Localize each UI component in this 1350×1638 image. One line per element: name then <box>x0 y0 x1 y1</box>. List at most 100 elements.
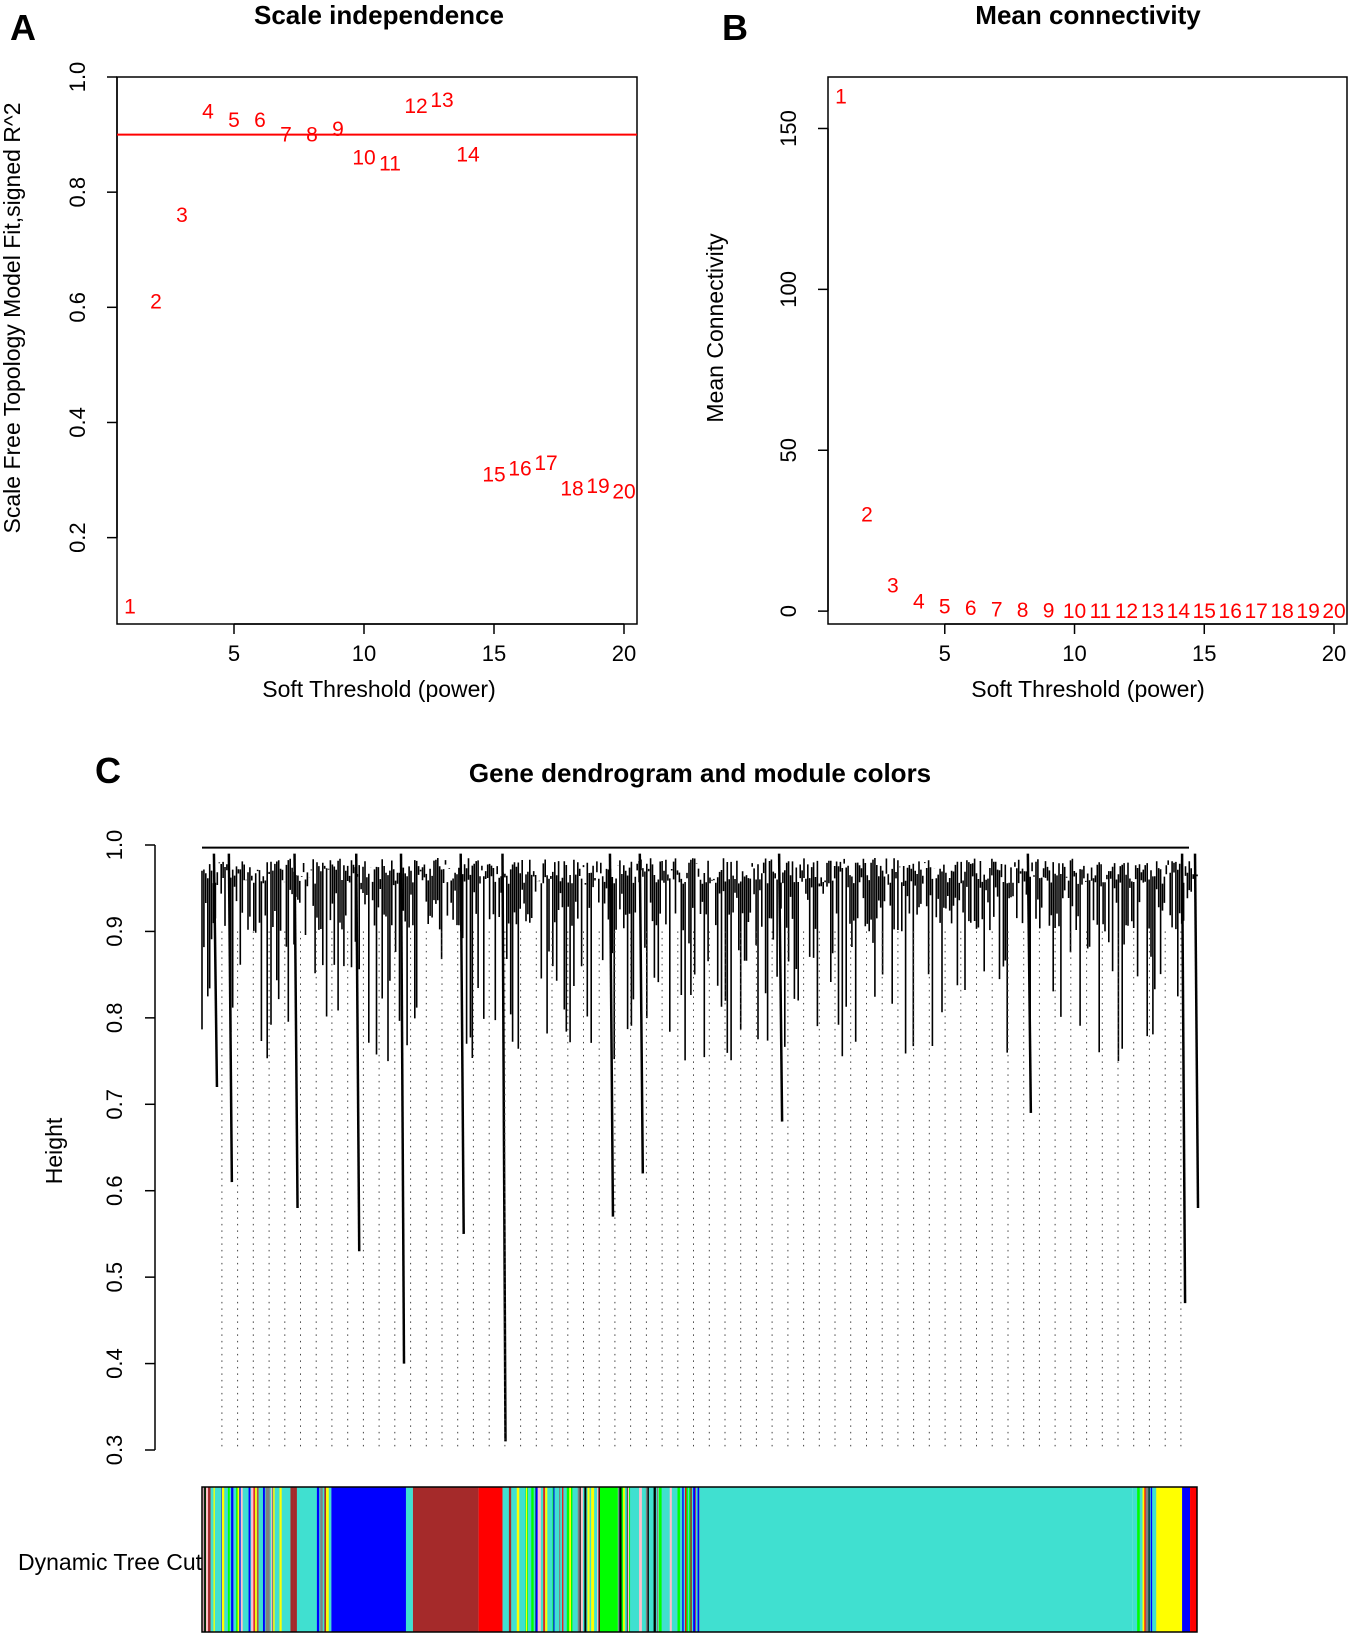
module-speckle <box>628 1487 631 1632</box>
module-speckle <box>577 1487 580 1632</box>
module-speckle <box>206 1487 209 1632</box>
dendrogram-guide-lines <box>221 931 1182 1450</box>
module-speckle <box>1144 1487 1146 1632</box>
module-speckle <box>686 1487 688 1632</box>
module-speckle <box>1137 1487 1140 1632</box>
dendrogram-leaves <box>201 858 1198 1062</box>
data-point-label: 9 <box>1043 599 1055 622</box>
x-tick-label: 5 <box>939 641 951 666</box>
module-speckle <box>1142 1487 1146 1632</box>
module-color-segment <box>1157 1487 1183 1632</box>
dendrogram-branch <box>459 853 465 1234</box>
module-color-segment <box>699 1487 1133 1632</box>
module-speckle <box>669 1487 672 1632</box>
y-tick-label: 0.5 <box>102 1262 127 1293</box>
data-point-label: 19 <box>1296 600 1319 623</box>
module-speckle <box>598 1487 600 1632</box>
data-point-label: 5 <box>939 595 951 618</box>
module-speckle <box>621 1487 624 1632</box>
y-tick-label: 0.7 <box>102 1089 127 1120</box>
x-tick-label: 10 <box>1062 641 1086 666</box>
module-speckle <box>208 1487 211 1632</box>
data-point-label: 3 <box>176 204 188 227</box>
module-speckle <box>326 1487 329 1632</box>
x-tick-label: 20 <box>612 641 636 666</box>
module-speckle <box>290 1487 294 1632</box>
module-speckle <box>253 1487 255 1632</box>
dendrogram-branch <box>501 853 507 1442</box>
dendrogram-branch <box>399 853 406 1364</box>
module-speckle <box>1150 1487 1153 1632</box>
module-speckle <box>293 1487 296 1632</box>
module-speckle <box>531 1487 534 1632</box>
chart-a-y-axis-label: Scale Free Topology Model Fit,signed R^2 <box>0 103 25 534</box>
module-speckle <box>626 1487 628 1632</box>
module-color-segment <box>1190 1487 1197 1632</box>
module-speckle <box>508 1487 512 1632</box>
module-speckle <box>656 1487 659 1632</box>
panel-letter-a: A <box>10 7 36 48</box>
dendrogram-branch <box>293 853 299 1209</box>
y-tick-label: 100 <box>776 271 801 308</box>
data-point-label: 10 <box>352 147 375 170</box>
dendrogram-branch <box>777 853 784 1122</box>
data-point-label: 13 <box>1141 600 1164 623</box>
x-tick-label: 10 <box>352 641 376 666</box>
data-point-label: 16 <box>508 458 531 481</box>
module-speckle <box>584 1487 587 1632</box>
data-point-label: 1 <box>124 596 136 619</box>
data-point-label: 8 <box>306 124 318 147</box>
module-speckle <box>553 1487 555 1632</box>
y-tick-label: 150 <box>776 110 801 147</box>
data-point-label: 12 <box>404 95 427 118</box>
module-speckle <box>677 1487 680 1632</box>
module-speckle <box>591 1487 595 1632</box>
module-color-bar-frame <box>201 1486 1198 1633</box>
dendrogram-branch <box>227 853 234 1183</box>
chart-a-title: Scale independence <box>254 0 504 30</box>
module-speckle <box>295 1487 297 1632</box>
y-tick-label: 0.2 <box>65 522 90 553</box>
data-point-label: 8 <box>1017 599 1029 622</box>
y-tick-label: 50 <box>776 438 801 462</box>
module-speckle <box>202 1487 204 1632</box>
module-speckle <box>255 1487 257 1632</box>
module-color-bar <box>202 1487 1197 1632</box>
panel-letter-b: B <box>722 7 748 48</box>
x-tick-label: 20 <box>1322 641 1346 666</box>
x-tick-label: 5 <box>228 641 240 666</box>
module-speckle <box>271 1487 274 1632</box>
data-point-label: 5 <box>228 109 240 132</box>
dendrogram-branch <box>1180 853 1187 1304</box>
y-tick-label: 0.6 <box>102 1175 127 1206</box>
module-speckle <box>204 1487 206 1632</box>
y-tick-label: 0.4 <box>102 1348 127 1379</box>
module-speckle <box>570 1487 573 1632</box>
data-point-label: 3 <box>887 574 899 597</box>
dendrogram-branch <box>638 853 645 1174</box>
panel-letter-c: C <box>95 750 121 791</box>
chart-b-x-axis-label: Soft Threshold (power) <box>971 676 1205 702</box>
color-bar-label: Dynamic Tree Cut <box>18 1549 203 1575</box>
module-speckle <box>257 1487 259 1632</box>
data-point-label: 4 <box>202 101 214 124</box>
data-point-label: 4 <box>913 590 925 613</box>
x-tick-label: 15 <box>482 641 506 666</box>
chart-a-x-axis-label: Soft Threshold (power) <box>262 676 496 702</box>
y-tick-label: 0.8 <box>102 1003 127 1034</box>
module-speckle <box>272 1487 275 1632</box>
data-point-label: 12 <box>1115 600 1138 623</box>
module-speckle <box>580 1487 583 1632</box>
module-speckle <box>262 1487 265 1632</box>
chart-b-y-axis-label: Mean Connectivity <box>702 233 728 423</box>
data-point-label: 7 <box>280 124 292 147</box>
y-tick-label: 0.4 <box>65 407 90 438</box>
module-speckle <box>279 1487 282 1632</box>
data-point-label: 2 <box>861 504 873 527</box>
module-speckle <box>618 1487 620 1632</box>
chart-b-plot-box <box>827 76 1348 625</box>
y-tick-label: 0.9 <box>102 916 127 947</box>
module-speckle <box>645 1487 648 1632</box>
module-speckle <box>639 1487 642 1632</box>
